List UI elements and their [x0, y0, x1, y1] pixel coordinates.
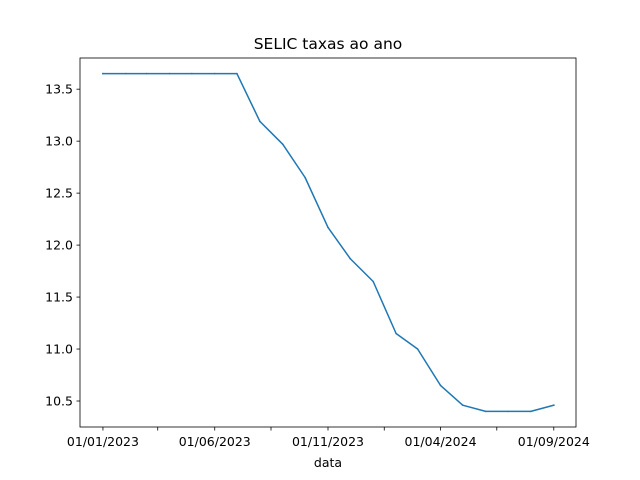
y-axis: 10.5 11.0 11.5 12.0 12.5 13.0 13.5	[45, 82, 80, 409]
data-point	[236, 72, 238, 75]
x-axis-label: data	[314, 455, 342, 470]
x-tick-label: 01/11/2023	[292, 434, 364, 449]
y-tick-label: 12.0	[45, 238, 73, 253]
data-point	[213, 72, 216, 75]
plot-area	[102, 72, 555, 413]
x-tick-label: 01/01/2023	[67, 434, 139, 449]
data-point	[372, 280, 375, 283]
y-tick-label: 13.0	[45, 134, 73, 149]
data-point	[530, 410, 532, 413]
x-tick-label: 01/09/2024	[518, 434, 590, 449]
data-point	[439, 384, 442, 387]
data-point	[553, 404, 555, 407]
data-point	[168, 72, 171, 75]
data-point	[304, 176, 306, 179]
data-point	[125, 72, 127, 75]
data-point	[327, 226, 329, 229]
data-point	[395, 332, 397, 335]
data-point	[102, 72, 104, 75]
y-tick-label: 12.5	[45, 186, 73, 201]
data-point	[349, 257, 352, 260]
x-tick-label: 01/04/2024	[405, 434, 477, 449]
data-point	[484, 410, 487, 413]
data-point	[416, 348, 419, 350]
data-point	[259, 120, 261, 123]
y-tick-label: 11.0	[45, 342, 73, 357]
x-tick-label: 01/06/2023	[179, 434, 251, 449]
x-axis: 01/01/2023 01/06/2023 01/11/2023 01/04/2024…	[67, 427, 590, 449]
data-point	[191, 72, 193, 75]
y-tick-label: 11.5	[45, 290, 73, 305]
data-point	[507, 410, 509, 413]
chart-title: SELIC taxas ao ano	[254, 35, 403, 53]
y-tick-label: 10.5	[45, 394, 73, 409]
data-point	[461, 404, 464, 407]
data-point	[145, 72, 148, 75]
y-tick-label: 13.5	[45, 82, 73, 97]
data-point	[282, 143, 284, 146]
